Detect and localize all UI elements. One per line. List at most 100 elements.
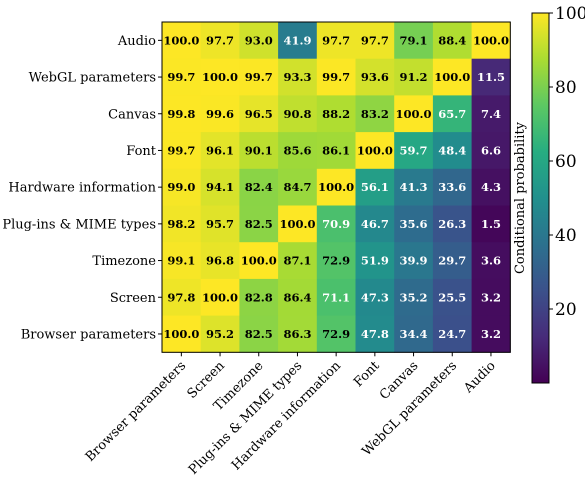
cell-value-label: 97.7 bbox=[361, 33, 389, 47]
cell-value-label: 82.5 bbox=[245, 327, 273, 341]
heatmap-cell bbox=[432, 168, 472, 206]
heatmap-cell bbox=[162, 315, 202, 353]
heatmap-cell bbox=[316, 132, 356, 170]
cell-value-label: 72.9 bbox=[322, 327, 350, 341]
heatmap-cell bbox=[162, 95, 202, 133]
cell-value-label: 90.8 bbox=[283, 107, 311, 121]
heatmap-cell bbox=[471, 168, 511, 206]
heatmap-cell bbox=[239, 132, 279, 170]
heatmap-cell bbox=[471, 315, 511, 353]
colorbar-tick-label: 20 bbox=[555, 300, 577, 320]
colorbar-tick-label: 60 bbox=[555, 152, 577, 172]
heatmap-cell bbox=[278, 242, 318, 280]
heatmap-cell bbox=[239, 168, 279, 206]
cell-value-label: 85.6 bbox=[283, 143, 311, 157]
cell-value-label: 99.6 bbox=[206, 107, 234, 121]
row-label: Hardware information bbox=[8, 181, 156, 196]
cell-value-label: 100.0 bbox=[473, 33, 509, 47]
heatmap-cell bbox=[355, 278, 395, 316]
heatmap-cell bbox=[278, 168, 318, 206]
cell-value-label: 93.0 bbox=[245, 33, 273, 47]
heatmap-cell bbox=[316, 168, 356, 206]
col-axis: Browser parametersScreenTimezonePlug-ins… bbox=[83, 352, 499, 478]
cell-value-label: 3.6 bbox=[481, 254, 501, 268]
cell-value-label: 34.4 bbox=[400, 327, 428, 341]
cell-value-label: 3.2 bbox=[481, 327, 501, 341]
heatmap-cells bbox=[162, 22, 511, 353]
heatmap-cell bbox=[394, 168, 434, 206]
cell-value-label: 41.9 bbox=[283, 33, 311, 47]
col-label: Browser parameters bbox=[83, 359, 189, 465]
cell-value-label: 26.3 bbox=[438, 217, 466, 231]
colorbar: 20 40 60 80 100 Conditional probability bbox=[513, 4, 585, 384]
heatmap-cell bbox=[394, 242, 434, 280]
cell-value-label: 35.6 bbox=[400, 217, 428, 231]
cell-value-label: 88.4 bbox=[438, 33, 466, 47]
cell-value-label: 100.0 bbox=[163, 33, 199, 47]
cell-value-label: 86.3 bbox=[283, 327, 311, 341]
cell-value-label: 100.0 bbox=[202, 290, 238, 304]
cell-value-label: 41.3 bbox=[400, 180, 428, 194]
cell-value-label: 99.8 bbox=[167, 107, 195, 121]
heatmap-cell bbox=[162, 205, 202, 243]
heatmap-cell bbox=[278, 22, 318, 60]
cell-value-label: 82.5 bbox=[245, 217, 273, 231]
heatmap-cell bbox=[200, 278, 240, 316]
heatmap-cell bbox=[278, 315, 318, 353]
cell-value-label: 82.4 bbox=[245, 180, 273, 194]
heatmap-cell bbox=[162, 168, 202, 206]
heatmap-cell bbox=[471, 242, 511, 280]
heatmap-cell bbox=[394, 58, 434, 96]
heatmap-cell bbox=[316, 22, 356, 60]
heatmap-cell bbox=[162, 132, 202, 170]
cell-value-label: 71.1 bbox=[322, 290, 350, 304]
heatmap-cell bbox=[200, 242, 240, 280]
heatmap-cell bbox=[471, 278, 511, 316]
colorbar-tick-label: 80 bbox=[555, 78, 577, 98]
heatmap-cell bbox=[316, 95, 356, 133]
cell-value-label: 4.3 bbox=[481, 180, 501, 194]
heatmap-cell bbox=[471, 95, 511, 133]
heatmap-cell bbox=[471, 58, 511, 96]
cell-value-label: 84.7 bbox=[283, 180, 311, 194]
heatmap-cell bbox=[432, 95, 472, 133]
heatmap-cell-values: 100.0 97.7 93.0 41.9 97.7 97.7 79.1 88.4 100.0 99… bbox=[163, 33, 509, 341]
heatmap-cell bbox=[239, 58, 279, 96]
heatmap-cell bbox=[239, 205, 279, 243]
heatmap-cell bbox=[316, 315, 356, 353]
heatmap-cell bbox=[239, 315, 279, 353]
cell-value-label: 100.0 bbox=[279, 217, 315, 231]
heatmap-cell bbox=[239, 95, 279, 133]
heatmap-cell bbox=[432, 242, 472, 280]
heatmap-cell bbox=[394, 22, 434, 60]
colorbar-tick-label: 40 bbox=[555, 226, 577, 246]
cell-value-label: 35.2 bbox=[400, 290, 428, 304]
row-label: Browser parameters bbox=[21, 327, 156, 342]
heatmap-cell bbox=[355, 132, 395, 170]
cell-value-label: 79.1 bbox=[400, 33, 428, 47]
heatmap-cell bbox=[278, 95, 318, 133]
cell-value-label: 88.2 bbox=[322, 107, 350, 121]
cell-value-label: 90.1 bbox=[245, 143, 273, 157]
heatmap-cell bbox=[471, 205, 511, 243]
heatmap-cell bbox=[200, 22, 240, 60]
cell-value-label: 95.7 bbox=[206, 217, 234, 231]
cell-value-label: 33.6 bbox=[438, 180, 466, 194]
cell-value-label: 99.7 bbox=[322, 70, 350, 84]
col-label: Audio bbox=[461, 358, 499, 396]
cell-value-label: 99.1 bbox=[167, 254, 195, 268]
heatmap-cell bbox=[432, 278, 472, 316]
col-label: Font bbox=[351, 358, 383, 390]
heatmap-cell bbox=[200, 58, 240, 96]
heatmap-cell bbox=[394, 205, 434, 243]
heatmap-cell bbox=[394, 95, 434, 133]
cell-value-label: 11.5 bbox=[477, 70, 505, 84]
heatmap-cell bbox=[239, 242, 279, 280]
heatmap-cell bbox=[200, 168, 240, 206]
cell-value-label: 56.1 bbox=[361, 180, 389, 194]
cell-value-label: 97.7 bbox=[206, 33, 234, 47]
row-label: Audio bbox=[117, 34, 156, 49]
cell-value-label: 51.9 bbox=[361, 254, 389, 268]
cell-value-label: 46.7 bbox=[361, 217, 389, 231]
heatmap-cell bbox=[162, 58, 202, 96]
